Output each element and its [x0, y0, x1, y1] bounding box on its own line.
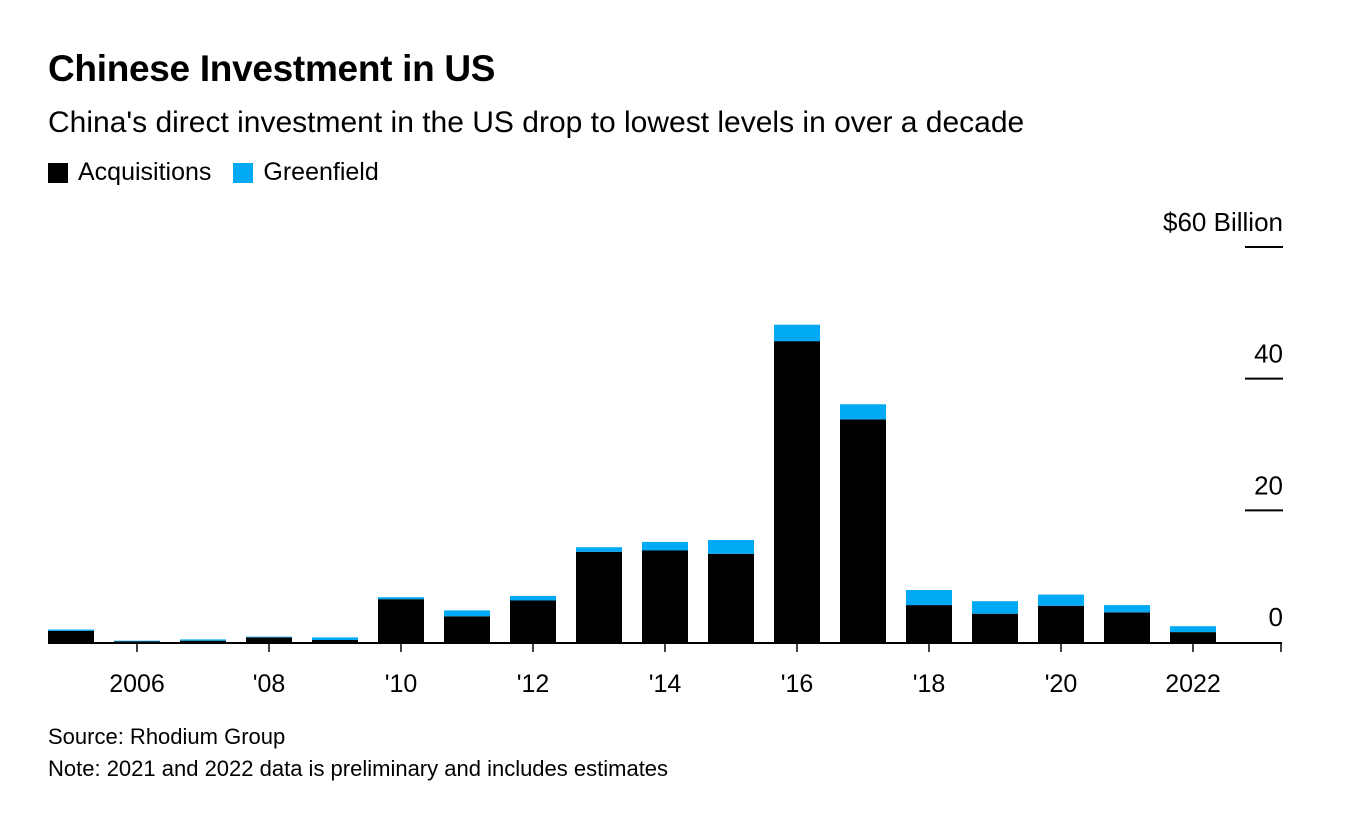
chart-subtitle: China's direct investment in the US drop… [48, 106, 1025, 139]
bar-greenfield-2007 [180, 639, 226, 641]
bar-greenfield-2019 [972, 601, 1018, 614]
bar-acquisitions-2010 [378, 599, 424, 642]
bar-greenfield-2011 [444, 610, 490, 617]
bar-greenfield-2012 [510, 595, 556, 601]
bar-acquisitions-2020 [1038, 605, 1084, 642]
legend-item-greenfield: Greenfield [233, 158, 379, 187]
bar-greenfield-2020 [1038, 594, 1084, 606]
legend: Acquisitions Greenfield [48, 158, 401, 187]
bar-greenfield-2005 [48, 629, 94, 631]
bar-greenfield-2017 [840, 404, 886, 420]
bar-acquisitions-2019 [972, 613, 1018, 642]
bar-greenfield-2006 [114, 640, 160, 642]
x-tick-label-2018: '18 [913, 670, 946, 698]
legend-swatch-greenfield [233, 162, 254, 183]
data-note: Note: 2021 and 2022 data is preliminary … [48, 756, 669, 781]
bar-acquisitions-2013 [576, 551, 622, 642]
bar-acquisitions-2017 [840, 419, 886, 642]
x-tick-label-2022: 2022 [1165, 670, 1221, 698]
x-tick-label-2014: '14 [649, 670, 682, 698]
bar-greenfield-2018 [906, 590, 952, 606]
bar-acquisitions-2015 [708, 553, 754, 642]
bar-acquisitions-2011 [444, 616, 490, 642]
x-tick-label-2016: '16 [781, 670, 814, 698]
bar-greenfield-2022 [1170, 626, 1216, 633]
bar-acquisitions-2021 [1104, 612, 1150, 642]
bar-acquisitions-2022 [1170, 632, 1216, 642]
legend-label-greenfield: Greenfield [263, 158, 379, 186]
x-tick-label-2010: '10 [385, 670, 418, 698]
legend-swatch-acquisitions [48, 162, 68, 183]
y-tick-label-40: 40 [1254, 339, 1283, 369]
bar-acquisitions-2012 [510, 600, 556, 642]
legend-item-acquisitions: Acquisitions [48, 158, 211, 187]
bar-acquisitions-2014 [642, 550, 688, 642]
bar-acquisitions-2006 [114, 641, 160, 642]
bar-greenfield-2021 [1104, 605, 1150, 613]
y-tick-label-0: 0 [1269, 602, 1283, 632]
legend-label-acquisitions: Acquisitions [78, 158, 212, 186]
bar-greenfield-2013 [576, 547, 622, 552]
bar-greenfield-2014 [642, 541, 688, 551]
x-tick-label-2012: '12 [517, 670, 550, 698]
chart-plot: 2006 '08 '10 '12 '14 '16 '18 '20 2022 0 20 40 $60 Bi… [48, 207, 1283, 698]
bar-acquisitions-2007 [180, 640, 226, 642]
bar-greenfield-2008 [246, 636, 292, 638]
bar-acquisitions-2016 [774, 341, 820, 642]
bar-acquisitions-2018 [906, 605, 952, 642]
bar-acquisitions-2005 [48, 630, 94, 642]
bar-greenfield-2016 [774, 324, 820, 342]
chart-title: Chinese Investment in US [48, 48, 496, 89]
y-tick-label-60: $60 Billion [1163, 207, 1283, 237]
y-tick-label-20: 20 [1254, 470, 1283, 500]
bar-greenfield-2015 [708, 540, 754, 554]
x-tick-label-2006: 2006 [109, 670, 165, 698]
bar-greenfield-2010 [378, 597, 424, 600]
bar-greenfield-2009 [312, 637, 358, 640]
bar-acquisitions-2009 [312, 640, 358, 642]
x-tick-label-2020: '20 [1045, 670, 1078, 698]
bar-acquisitions-2008 [246, 637, 292, 642]
x-tick-label-2008: '08 [253, 670, 286, 698]
source-note: Source: Rhodium Group [48, 724, 286, 749]
